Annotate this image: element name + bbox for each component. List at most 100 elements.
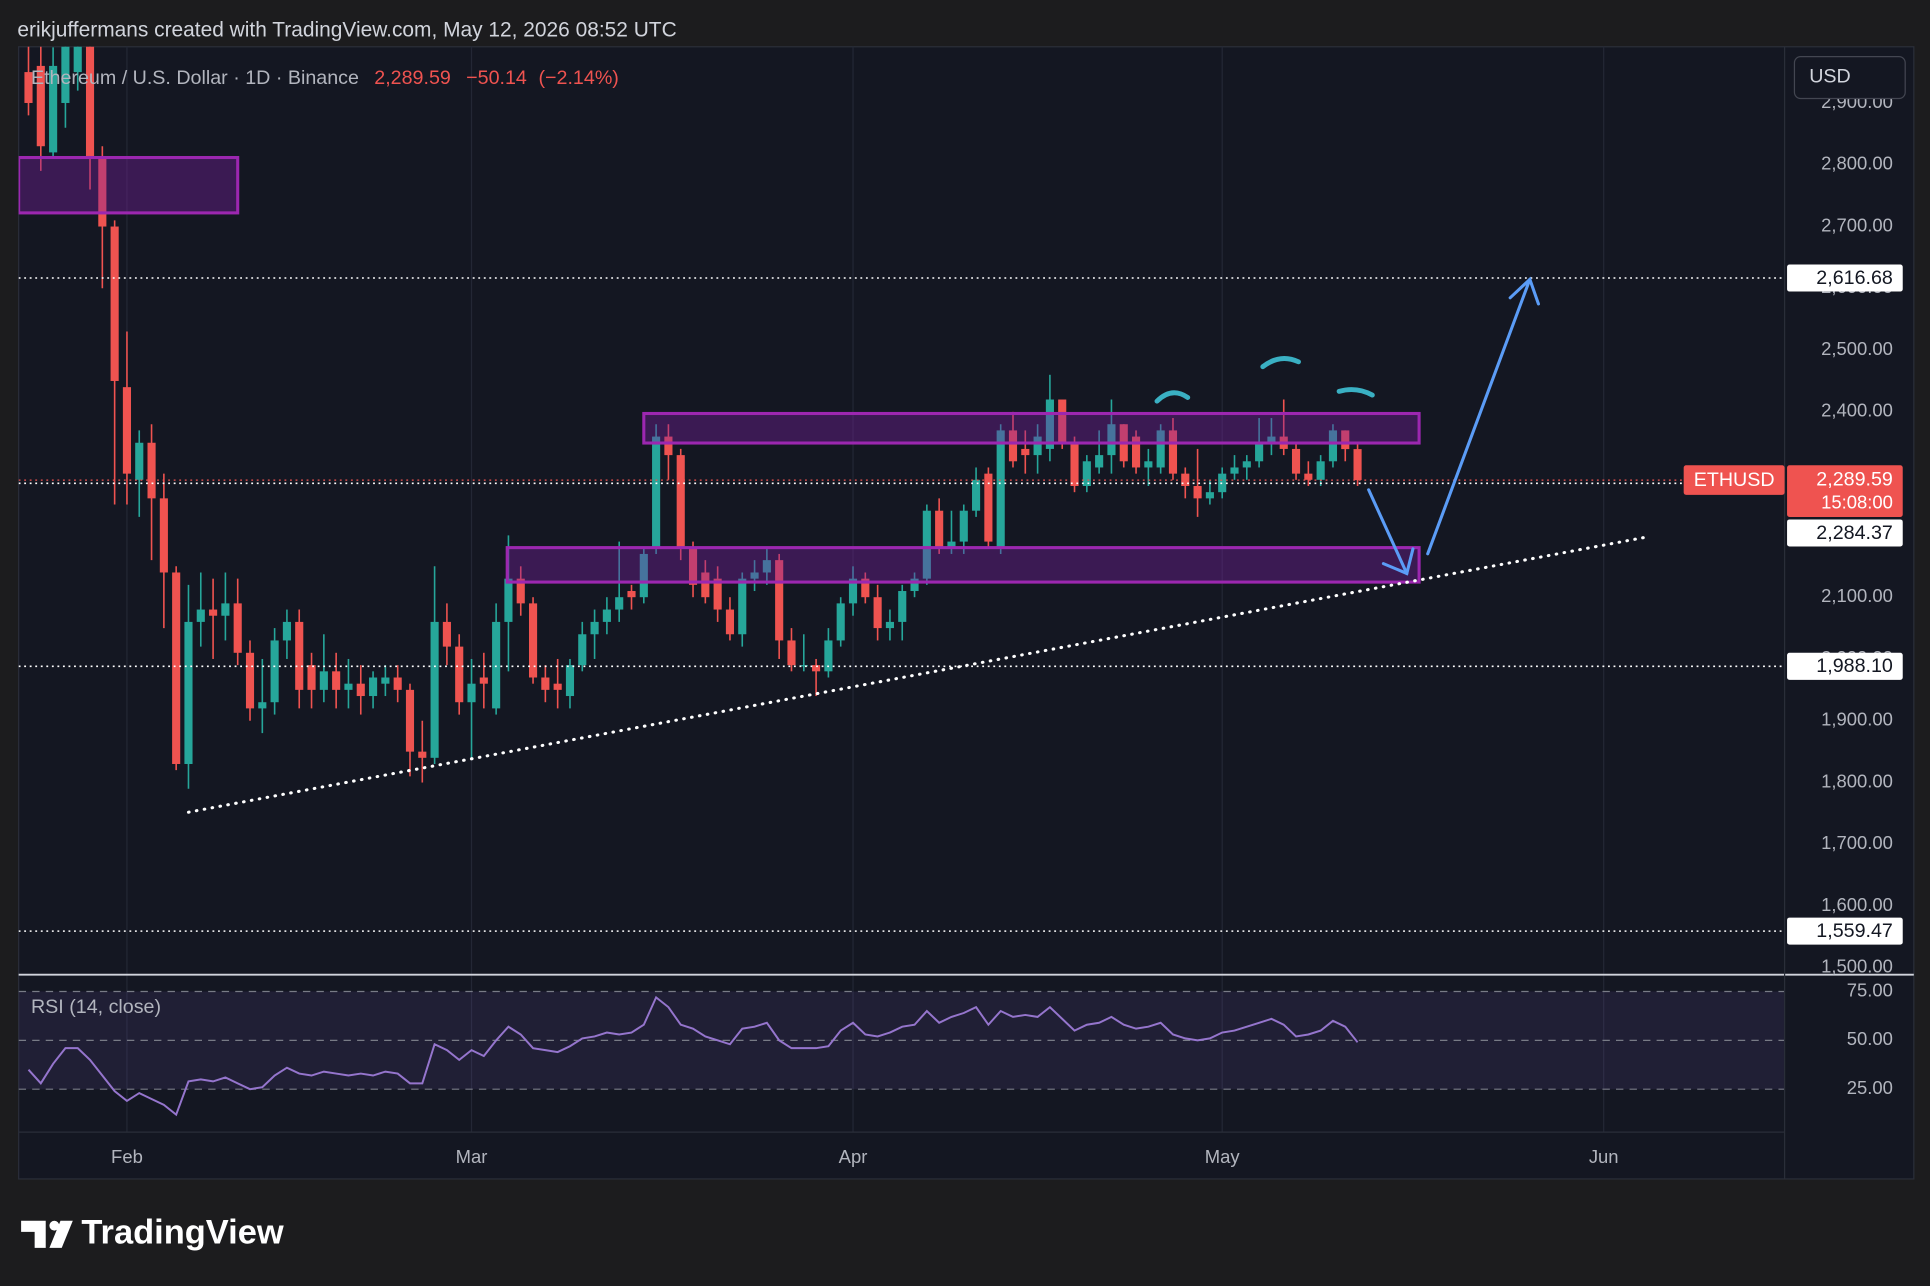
candle-body bbox=[639, 553, 648, 598]
y-tick-label: 1,800.00 bbox=[1821, 770, 1893, 791]
candle-body bbox=[652, 436, 661, 548]
legend-change: −50.14 bbox=[466, 67, 527, 89]
candle-body bbox=[1328, 430, 1338, 462]
candles bbox=[24, 46, 1362, 789]
y-tick-label: 2,700.00 bbox=[1821, 214, 1893, 235]
x-tick-label: May bbox=[1205, 1146, 1241, 1167]
legend-price: 2,289.59 bbox=[374, 67, 451, 89]
y-tick-label: 1,500.00 bbox=[1821, 956, 1893, 977]
candle-body bbox=[1267, 436, 1276, 443]
price-line-box bbox=[1787, 519, 1903, 547]
candle-body bbox=[615, 597, 624, 610]
arc bbox=[1154, 390, 1191, 404]
candle-body bbox=[1168, 430, 1178, 474]
x-tick-label: Jun bbox=[1589, 1146, 1619, 1167]
candle-body bbox=[1341, 430, 1350, 450]
candle-body bbox=[738, 578, 747, 635]
candle-body bbox=[787, 640, 796, 666]
arc bbox=[1336, 387, 1375, 398]
candle-body bbox=[504, 578, 513, 622]
candle-body bbox=[356, 683, 365, 697]
candle-body bbox=[910, 578, 919, 592]
candle-body bbox=[295, 621, 304, 690]
y-tick-label: 2,500.00 bbox=[1821, 338, 1893, 359]
legend: Ethereum / U.S. Dollar · 1D · Binance 2,… bbox=[31, 67, 619, 89]
y-tick-label: 1,700.00 bbox=[1821, 832, 1893, 853]
last-price-label: 2,289.59 bbox=[1816, 468, 1893, 490]
candle-body bbox=[110, 226, 119, 381]
chart-panel bbox=[18, 46, 1915, 1180]
candle-body bbox=[1082, 461, 1091, 486]
candle-body bbox=[1255, 442, 1264, 462]
candle-body bbox=[196, 609, 205, 622]
candle-body bbox=[1230, 467, 1239, 474]
attribution: erikjuffermans created with TradingView.… bbox=[17, 18, 676, 41]
currency-button-label[interactable]: USD bbox=[1809, 66, 1851, 88]
currency-button[interactable] bbox=[1793, 55, 1906, 100]
y-tick-label: 2,800.00 bbox=[1821, 153, 1893, 174]
y-tick-label: 2,100.00 bbox=[1821, 585, 1893, 606]
price-line-box bbox=[1787, 917, 1903, 945]
candle-body bbox=[762, 560, 771, 573]
candle-body bbox=[553, 683, 562, 690]
candle-body bbox=[664, 436, 673, 456]
price-line-label: 2,284.37 bbox=[1816, 522, 1893, 544]
zone bbox=[505, 546, 1421, 584]
candle-body bbox=[725, 609, 735, 635]
candle-body bbox=[221, 603, 230, 616]
candle-body bbox=[1242, 461, 1251, 468]
legend-change-pct: (−2.14%) bbox=[539, 67, 619, 89]
candle-body bbox=[270, 640, 279, 703]
candle-body bbox=[319, 671, 328, 690]
legend-title: Ethereum / U.S. Dollar · 1D · Binance bbox=[31, 67, 359, 89]
candle-body bbox=[418, 751, 427, 758]
candle-body bbox=[282, 621, 291, 641]
candle-body bbox=[24, 72, 33, 103]
candle-body bbox=[73, 46, 82, 73]
candle-body bbox=[405, 689, 415, 752]
candle-body bbox=[1095, 455, 1104, 468]
candle-body bbox=[61, 46, 70, 103]
price-line-box bbox=[1787, 264, 1903, 292]
candle-body bbox=[602, 609, 611, 622]
price-line-label: 1,559.47 bbox=[1816, 920, 1893, 942]
price-lines bbox=[18, 277, 1785, 932]
rsi-tick-label: 25.00 bbox=[1847, 1077, 1893, 1098]
candle-body bbox=[172, 572, 181, 764]
candle-body bbox=[1033, 436, 1042, 456]
candle-body bbox=[455, 646, 464, 703]
candle-body bbox=[49, 65, 58, 153]
candle-body bbox=[1070, 442, 1079, 486]
rsi-pane bbox=[18, 990, 1785, 1117]
last-price-box bbox=[1787, 465, 1903, 517]
candle-body bbox=[713, 578, 722, 610]
candle-body bbox=[1193, 485, 1202, 499]
candle-body bbox=[307, 665, 316, 690]
countdown-label: 15:08:00 bbox=[1821, 491, 1893, 512]
logo-mark bbox=[21, 1220, 46, 1248]
candle-body bbox=[233, 603, 242, 653]
rsi-tick-label: 75.00 bbox=[1847, 979, 1893, 1000]
candle-body bbox=[209, 609, 218, 616]
candle-body bbox=[381, 677, 390, 684]
candle-body bbox=[959, 510, 968, 542]
candle-body bbox=[36, 65, 45, 147]
price-line-label: 2,616.68 bbox=[1816, 267, 1893, 289]
candle-body bbox=[996, 430, 1005, 548]
candle-body bbox=[885, 621, 894, 629]
candle-body bbox=[688, 547, 698, 585]
candle-body bbox=[516, 578, 525, 604]
candle-body bbox=[430, 621, 439, 758]
candle-body bbox=[1156, 430, 1165, 468]
candle-body bbox=[1107, 424, 1116, 456]
candle-body bbox=[1291, 448, 1301, 474]
candle-body bbox=[528, 603, 538, 678]
candle-body bbox=[972, 479, 981, 511]
candle-body bbox=[1131, 436, 1141, 468]
symbol-tag-box bbox=[1683, 465, 1785, 495]
candle-body bbox=[98, 158, 107, 227]
candle-body bbox=[935, 510, 944, 548]
candle-body bbox=[393, 677, 402, 690]
candle-body bbox=[627, 591, 636, 598]
